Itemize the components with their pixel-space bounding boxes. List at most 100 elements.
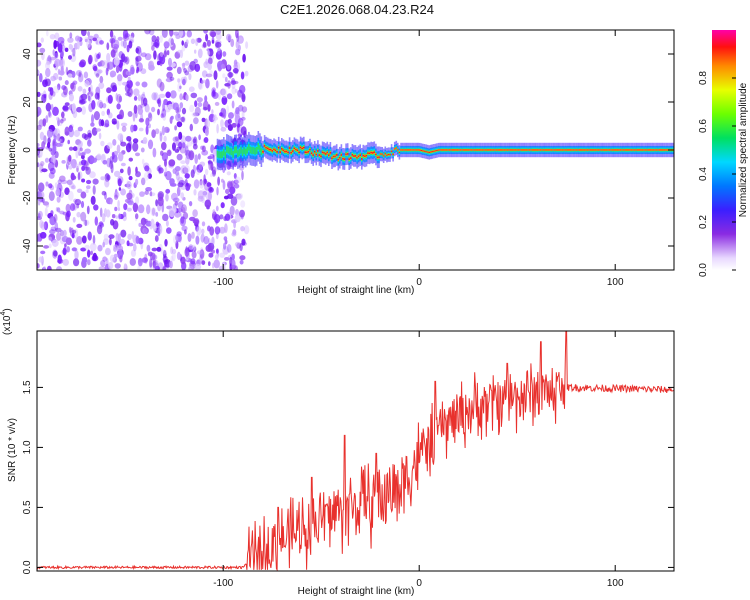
signal-band-cell bbox=[450, 149, 452, 151]
noise-blob bbox=[243, 225, 250, 235]
signal-band-cell bbox=[353, 155, 355, 157]
signal-band-cell bbox=[622, 149, 625, 151]
signal-band-cell bbox=[414, 149, 416, 151]
noise-blob bbox=[145, 187, 153, 192]
noise-blob bbox=[84, 148, 91, 154]
x-tick-label: 0 bbox=[416, 277, 422, 288]
noise-blob bbox=[76, 106, 83, 113]
noise-blob bbox=[54, 227, 62, 233]
noise-blob bbox=[147, 173, 152, 179]
noise-blob bbox=[59, 70, 65, 76]
snr-frame bbox=[36, 330, 675, 572]
noise-blob bbox=[224, 257, 230, 261]
noise-blob bbox=[168, 57, 172, 67]
signal-band-cell bbox=[403, 149, 405, 151]
signal-band-cell bbox=[346, 153, 349, 155]
signal-band-cell bbox=[420, 149, 423, 151]
noise-blob bbox=[113, 39, 120, 50]
snr-ylabel: SNR (10 * v/v) bbox=[7, 418, 18, 482]
noise-blob bbox=[174, 136, 180, 142]
noise-blob bbox=[181, 142, 186, 149]
noise-blob bbox=[39, 73, 43, 83]
signal-band-cell bbox=[577, 149, 579, 151]
noise-blob bbox=[194, 263, 202, 270]
noise-blob bbox=[39, 219, 44, 229]
signal-band-cell bbox=[412, 149, 415, 151]
noise-blob bbox=[115, 93, 118, 101]
noise-blob bbox=[177, 78, 181, 83]
signal-band-cell bbox=[475, 149, 477, 151]
signal-band-cell bbox=[389, 154, 391, 156]
signal-band-cell bbox=[376, 156, 379, 159]
signal-band-cell bbox=[255, 147, 258, 154]
noise-blob bbox=[232, 68, 239, 74]
noise-blob bbox=[219, 252, 225, 258]
noise-blob bbox=[208, 261, 211, 266]
noise-blob bbox=[107, 262, 114, 270]
noise-blob bbox=[67, 37, 74, 43]
noise-blob bbox=[97, 69, 103, 74]
noise-blob bbox=[184, 60, 190, 66]
signal-band-cell bbox=[315, 153, 318, 156]
spectrogram-ylabel: Frequency (Hz) bbox=[7, 116, 18, 185]
noise-blob bbox=[148, 30, 155, 36]
signal-band-cell bbox=[313, 150, 316, 153]
noise-blob bbox=[54, 32, 60, 40]
noise-blob bbox=[189, 61, 197, 71]
noise-blob bbox=[165, 188, 171, 194]
signal-band-cell bbox=[520, 149, 523, 151]
noise-blob bbox=[231, 87, 237, 95]
noise-blob bbox=[210, 173, 214, 178]
noise-blob bbox=[132, 142, 139, 152]
signal-band-cell bbox=[564, 149, 567, 151]
signal-band-cell bbox=[417, 149, 419, 151]
signal-band-cell bbox=[317, 150, 319, 152]
noise-blob bbox=[72, 216, 76, 223]
noise-blob bbox=[141, 177, 146, 186]
noise-blob bbox=[45, 102, 52, 112]
noise-blob bbox=[185, 155, 190, 165]
noise-blob bbox=[50, 210, 54, 216]
noise-blob bbox=[127, 76, 131, 82]
signal-band-cell bbox=[304, 151, 307, 154]
noise-blob bbox=[162, 213, 169, 222]
noise-blob bbox=[150, 207, 157, 217]
noise-blob bbox=[78, 99, 86, 105]
noise-blob bbox=[106, 87, 112, 94]
noise-blob bbox=[80, 247, 87, 252]
noise-blob bbox=[211, 36, 215, 44]
noise-blob bbox=[73, 258, 80, 267]
noise-blob bbox=[141, 158, 145, 165]
signal-band-cell bbox=[345, 153, 347, 156]
signal-band-cell bbox=[500, 149, 503, 151]
noise-blob bbox=[182, 167, 189, 174]
noise-blob bbox=[211, 249, 216, 254]
noise-blob bbox=[54, 151, 59, 159]
noise-blob bbox=[74, 159, 77, 164]
noise-blob bbox=[215, 41, 222, 48]
noise-blob bbox=[181, 40, 184, 46]
noise-blob bbox=[107, 94, 113, 104]
signal-band-cell bbox=[318, 154, 321, 156]
noise-blob bbox=[132, 202, 139, 213]
signal-band-cell bbox=[483, 149, 485, 151]
noise-blob bbox=[118, 187, 122, 191]
signal-band-cell bbox=[296, 149, 299, 152]
signal-band-cell bbox=[356, 156, 358, 159]
noise-blob bbox=[200, 80, 204, 84]
noise-blob bbox=[178, 131, 183, 140]
noise-blob bbox=[62, 247, 67, 256]
noise-blob bbox=[201, 70, 208, 78]
signal-band-cell bbox=[629, 149, 631, 151]
signal-band-cell bbox=[393, 148, 396, 150]
noise-blob bbox=[87, 31, 90, 37]
noise-blob bbox=[128, 40, 133, 49]
noise-blob bbox=[56, 196, 61, 203]
noise-blob bbox=[112, 139, 117, 146]
noise-blob bbox=[194, 49, 197, 54]
x-tick-label: 100 bbox=[607, 277, 624, 288]
noise-blob bbox=[85, 166, 91, 175]
signal-band-cell bbox=[459, 149, 462, 151]
noise-blob bbox=[160, 113, 164, 119]
